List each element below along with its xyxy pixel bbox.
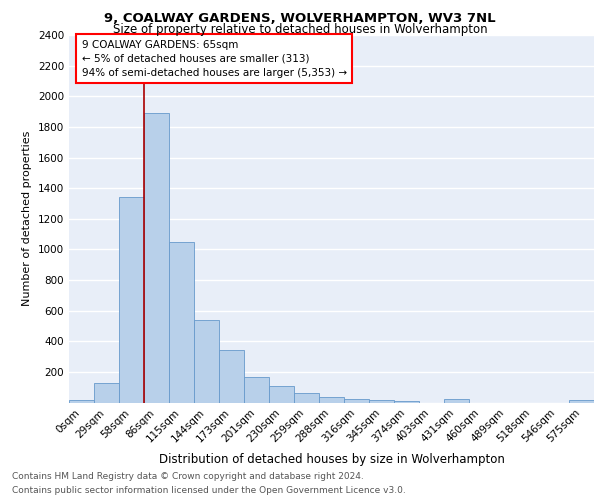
Bar <box>169 242 194 402</box>
Bar <box>119 198 144 402</box>
Text: 9 COALWAY GARDENS: 65sqm
← 5% of detached houses are smaller (313)
94% of semi-d: 9 COALWAY GARDENS: 65sqm ← 5% of detache… <box>82 40 347 78</box>
Text: Contains public sector information licensed under the Open Government Licence v3: Contains public sector information licen… <box>12 486 406 495</box>
Bar <box>219 350 244 403</box>
Bar <box>94 382 119 402</box>
Bar <box>69 400 94 402</box>
Bar <box>144 113 169 403</box>
Bar <box>444 400 469 402</box>
Bar <box>244 377 269 402</box>
Bar <box>319 397 344 402</box>
Text: Size of property relative to detached houses in Wolverhampton: Size of property relative to detached ho… <box>113 22 487 36</box>
Y-axis label: Number of detached properties: Number of detached properties <box>22 131 32 306</box>
Bar <box>344 398 369 402</box>
X-axis label: Distribution of detached houses by size in Wolverhampton: Distribution of detached houses by size … <box>158 452 505 466</box>
Bar <box>194 320 219 402</box>
Bar <box>569 400 594 402</box>
Bar <box>369 400 394 402</box>
Bar <box>269 386 294 402</box>
Bar <box>394 401 419 402</box>
Text: Contains HM Land Registry data © Crown copyright and database right 2024.: Contains HM Land Registry data © Crown c… <box>12 472 364 481</box>
Text: 9, COALWAY GARDENS, WOLVERHAMPTON, WV3 7NL: 9, COALWAY GARDENS, WOLVERHAMPTON, WV3 7… <box>104 12 496 26</box>
Bar <box>294 394 319 402</box>
